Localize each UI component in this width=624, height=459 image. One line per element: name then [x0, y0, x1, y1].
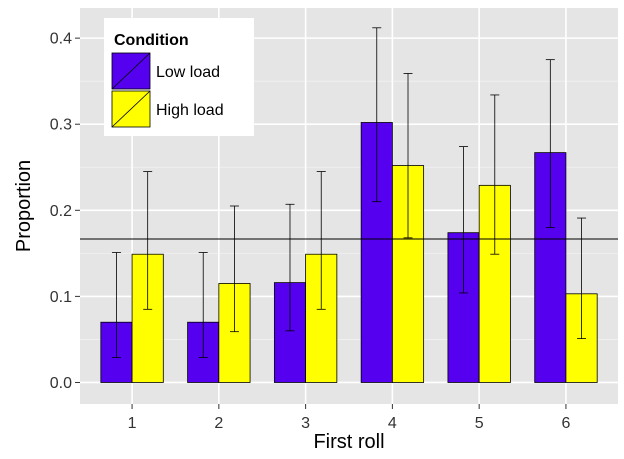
x-axis-title: First roll	[313, 431, 384, 453]
legend-items: Low load High load	[111, 52, 224, 128]
x-tick-label: 2	[214, 415, 223, 432]
y-tick-label: 0.4	[50, 31, 72, 48]
legend-label-high-load: High load	[156, 102, 224, 119]
x-tick-label: 3	[301, 415, 310, 432]
legend-key-slash-low-load	[111, 52, 151, 90]
x-tick-label: 1	[128, 415, 137, 432]
x-tick-label: 6	[561, 415, 570, 432]
y-tick-label: 0.2	[50, 203, 72, 220]
legend: Condition Low load High load	[104, 18, 254, 136]
error-bars	[111, 27, 587, 358]
y-tick-label: 0.1	[50, 289, 72, 306]
legend-key-slash-high-load	[111, 90, 151, 128]
y-tick-label: 0.0	[50, 375, 72, 392]
y-axis-title: Proportion	[13, 160, 35, 252]
x-tick-label: 5	[475, 415, 484, 432]
x-tick-label: 4	[388, 415, 397, 432]
legend-title: Condition	[114, 32, 189, 49]
x-axis-ticks: 1 2 3 4 5 6	[128, 404, 570, 432]
y-tick-label: 0.3	[50, 117, 72, 134]
legend-label-low-load: Low load	[156, 64, 220, 81]
y-axis-ticks: 0.0 0.1 0.2 0.3 0.4	[50, 31, 80, 392]
